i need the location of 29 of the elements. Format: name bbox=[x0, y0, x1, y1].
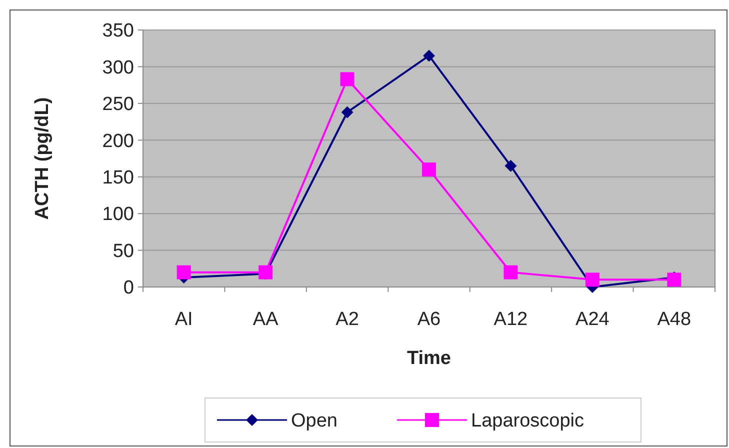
x-axis-title: Time bbox=[406, 348, 452, 369]
x-tick-label: A2 bbox=[336, 309, 359, 330]
point bbox=[423, 50, 435, 62]
point bbox=[341, 106, 354, 118]
point bbox=[422, 162, 436, 177]
y-axis-title: ACTH (pg/dL) bbox=[32, 97, 53, 220]
y-tick-label: 300 bbox=[102, 57, 134, 78]
x-tick-label: A24 bbox=[576, 309, 610, 330]
x-tick-label: AI bbox=[174, 309, 193, 330]
y-tick-label: 150 bbox=[102, 168, 134, 189]
y-tick-label: 350 bbox=[102, 20, 134, 42]
point bbox=[585, 272, 600, 287]
legend-label: Open bbox=[291, 410, 338, 432]
y-tick-label: 0 bbox=[123, 278, 134, 299]
point bbox=[340, 72, 354, 86]
y-tick-label: 50 bbox=[112, 240, 134, 262]
y-tick-label: 250 bbox=[102, 94, 134, 116]
point bbox=[667, 272, 682, 287]
point bbox=[176, 265, 191, 280]
point bbox=[258, 265, 273, 280]
point bbox=[504, 160, 517, 172]
y-tick-label: 100 bbox=[102, 204, 134, 226]
x-tick-label: AA bbox=[252, 309, 279, 330]
x-tick-label: A48 bbox=[657, 309, 692, 330]
legend-label: Laparoscopic bbox=[471, 410, 584, 432]
y-tick-label: 200 bbox=[102, 130, 134, 152]
point bbox=[504, 265, 518, 280]
x-tick-label: A12 bbox=[494, 309, 528, 330]
x-tick-label: A6 bbox=[417, 309, 441, 330]
